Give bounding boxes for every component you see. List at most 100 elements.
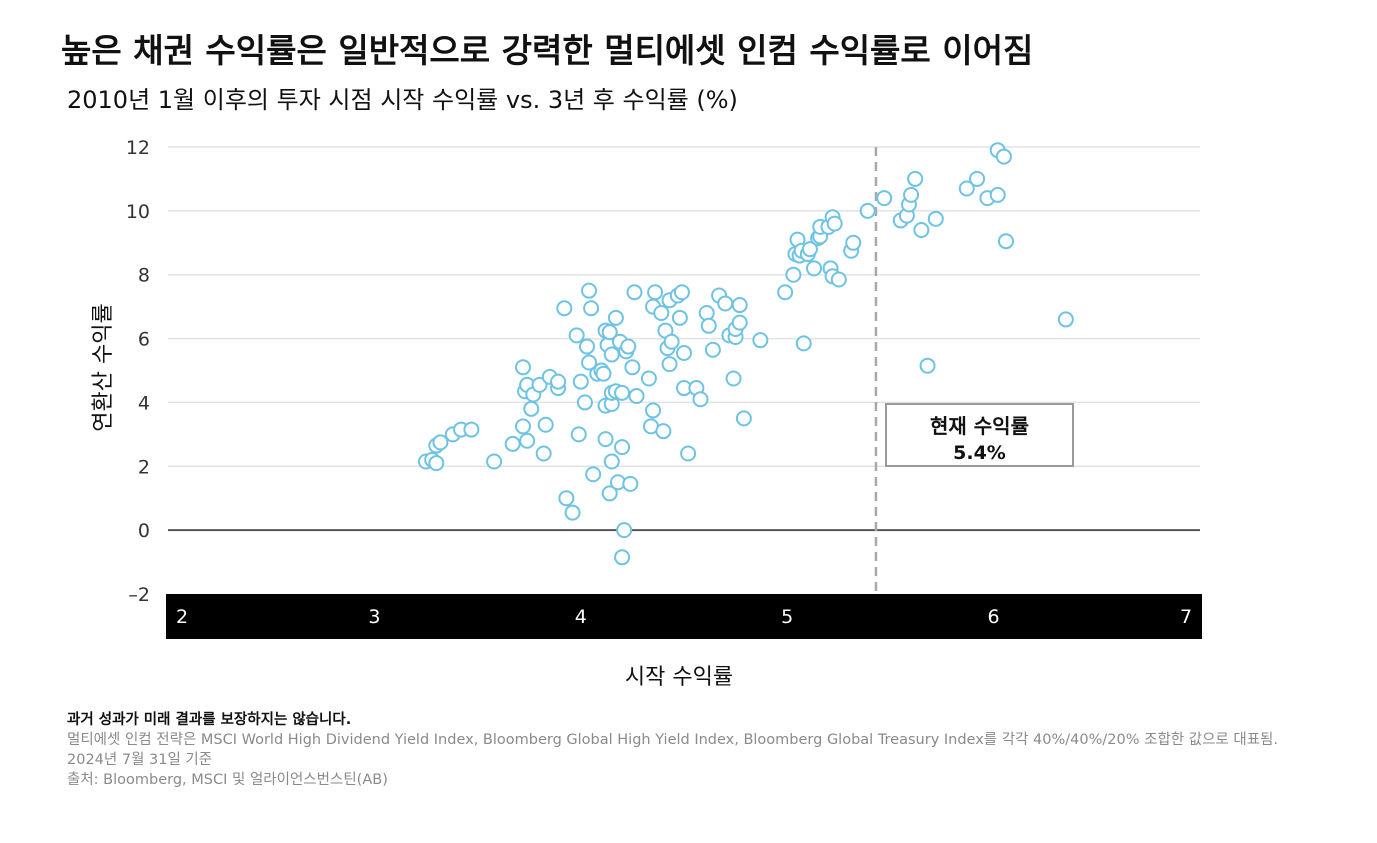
data-point (568, 327, 585, 344)
data-point (585, 466, 602, 483)
data-point (564, 504, 581, 521)
data-point (628, 388, 645, 405)
data-point (601, 485, 618, 502)
data-point (626, 284, 643, 301)
data-point (1057, 311, 1074, 328)
data-point (676, 344, 692, 361)
data-point (603, 453, 620, 470)
y-tick-label: 4 (138, 392, 150, 414)
data-point (673, 284, 690, 301)
data-point (597, 431, 614, 448)
data-point (958, 180, 975, 197)
data-point (640, 370, 657, 387)
data-point (620, 338, 637, 355)
y-tick-label: –2 (128, 584, 150, 606)
data-point (777, 284, 794, 301)
data-point (845, 234, 862, 251)
data-point (725, 370, 742, 387)
data-point (622, 475, 639, 492)
footer-disclaimer: 과거 성과가 미래 결과를 보장하지는 않습니다. (67, 712, 352, 728)
x-tick-label: 6 (988, 606, 1000, 628)
data-point (578, 338, 595, 355)
data-point (428, 455, 445, 472)
footer: 과거 성과가 미래 결과를 보장하지는 않습니다. 멀티에셋 인컴 전략은 MS… (67, 710, 1317, 790)
chart-title: 높은 채권 수익률은 일반적으로 강력한 멀티에셋 인컴 수익률로 이어짐 (61, 31, 1034, 70)
data-point (583, 300, 600, 317)
data-point (806, 260, 823, 277)
data-point (607, 309, 624, 326)
y-tick-label: 2 (138, 456, 150, 478)
footer-description: 멀티에셋 인컴 전략은 MSCI World High Dividend Yie… (67, 732, 1278, 748)
data-point (486, 453, 503, 470)
data-point (913, 222, 930, 239)
y-tick-label: 0 (138, 520, 150, 542)
x-axis-band (166, 594, 1202, 639)
data-point (531, 376, 548, 393)
data-point (523, 400, 540, 417)
data-point (558, 490, 575, 507)
axis-labels: 12 10 8 6 4 2 0 –2 시작 수익률 연환산 수익률 (91, 137, 733, 690)
annotation-group: 현재 수익률 5.4% (885, 403, 1074, 467)
data-point (463, 421, 480, 438)
data-point (537, 416, 554, 433)
data-point (535, 445, 552, 462)
data-point (989, 186, 1006, 203)
x-tick-label: 4 (575, 606, 587, 628)
y-tick-label: 8 (138, 265, 150, 287)
data-point (556, 300, 573, 317)
data-point (519, 432, 536, 449)
data-point (663, 333, 680, 350)
data-point (830, 271, 847, 288)
x-tick-label: 5 (781, 606, 793, 628)
data-point (995, 148, 1012, 165)
data-point (927, 210, 944, 227)
data-point (614, 549, 631, 566)
data-point (515, 359, 532, 376)
data-point (671, 309, 688, 326)
data-point (680, 445, 697, 462)
x-tick-label: 3 (368, 606, 380, 628)
data-points (418, 142, 1074, 566)
data-point (997, 233, 1014, 250)
data-point (717, 295, 734, 312)
annotation-label: 현재 수익률 (930, 414, 1029, 438)
y-tick-label: 10 (126, 201, 150, 223)
data-point (876, 190, 893, 207)
x-tick-label: 7 (1180, 606, 1192, 628)
data-point (432, 434, 449, 451)
data-point (698, 305, 715, 322)
data-point (581, 282, 598, 299)
data-point (614, 439, 631, 456)
data-point (614, 384, 631, 401)
data-point (801, 241, 818, 258)
x-axis-title: 시작 수익률 (625, 665, 733, 690)
data-point (692, 391, 709, 408)
data-point (859, 202, 876, 219)
y-axis-title: 연환산 수익률 (91, 303, 116, 431)
data-point (752, 332, 769, 349)
data-point (903, 186, 920, 203)
scatter-chart: 2 3 4 5 6 7 12 10 8 6 4 2 0 –2 시작 수익률 연환산 수익률 현재 수익률 5.… (91, 137, 1202, 690)
data-point (550, 373, 567, 390)
data-point (647, 284, 664, 301)
x-tick-label: 2 (176, 606, 188, 628)
data-point (795, 335, 812, 352)
data-point (601, 324, 618, 341)
data-point (826, 215, 843, 232)
data-point (969, 170, 986, 187)
data-point (572, 373, 589, 390)
data-point (515, 418, 532, 435)
data-point (655, 423, 672, 440)
data-point (504, 435, 521, 452)
chart-subtitle: 2010년 1월 이후의 투자 시점 시작 수익률 vs. 3년 후 수익률 (… (67, 86, 738, 114)
footer-source: 출처: Bloomberg, MSCI 및 얼라이언스번스틴(AB) (67, 772, 388, 788)
data-point (595, 365, 612, 382)
data-point (785, 266, 802, 283)
data-point (570, 426, 587, 443)
y-tick-label: 12 (126, 137, 150, 159)
data-point (661, 356, 678, 373)
data-point (731, 314, 748, 331)
data-point (731, 297, 748, 314)
grid-lines (168, 146, 1200, 532)
data-point (700, 317, 717, 334)
